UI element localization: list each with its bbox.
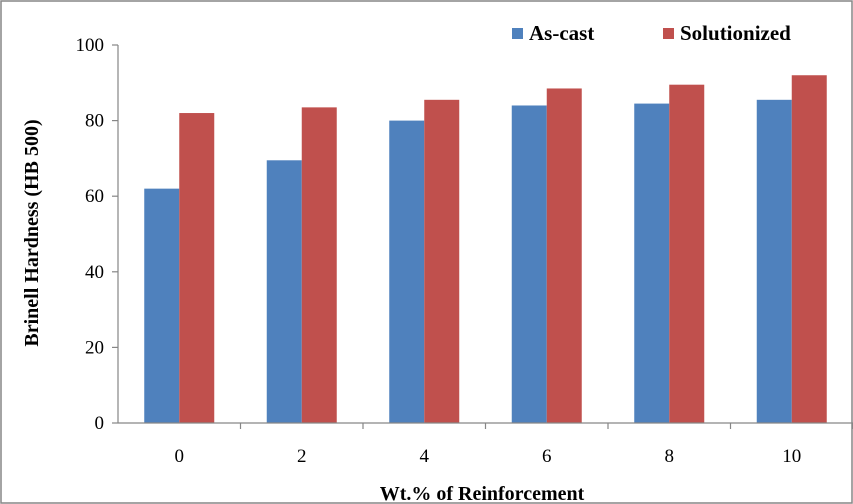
bar-as-cast-10 [756, 99, 792, 423]
bar-solutionized-2 [301, 107, 337, 424]
bar-solutionized-4 [424, 99, 460, 423]
x-tick-label: 8 [665, 446, 675, 467]
bar-as-cast-2 [266, 160, 302, 424]
x-axis-title: Wt.% of Reinforcement [380, 483, 585, 504]
legend-label: Solutionized [680, 21, 791, 45]
bar-solutionized-10 [791, 75, 827, 424]
y-tick-label: 0 [95, 413, 105, 434]
y-tick-label: 40 [85, 262, 104, 283]
legend-swatch-as-cast [512, 28, 523, 39]
y-tick-label: 20 [85, 337, 104, 358]
y-tick-label: 80 [85, 111, 104, 132]
x-tick-label: 4 [420, 446, 430, 467]
x-tick-label: 6 [542, 446, 552, 467]
legend-label: As-cast [529, 21, 594, 45]
bar-as-cast-8 [634, 103, 670, 423]
legend: As-cast Solutionized [512, 21, 791, 45]
y-tick-label: 60 [85, 186, 104, 207]
x-tick-label: 0 [175, 446, 185, 467]
x-tick-label: 10 [782, 446, 801, 467]
x-tick-label: 2 [297, 446, 307, 467]
axes: 0 20 40 60 80 100 0 2 4 6 8 10 [76, 35, 853, 467]
bar-solutionized-8 [669, 84, 705, 423]
bar-solutionized-0 [179, 113, 215, 423]
y-axis-title: Brinell Hardness (HB 500) [21, 119, 43, 346]
bar-as-cast-6 [511, 105, 547, 423]
legend-swatch-solutionized [663, 28, 674, 39]
plot-area [144, 75, 827, 424]
bar-as-cast-4 [389, 120, 425, 423]
y-tick-label: 100 [76, 35, 105, 56]
bar-solutionized-6 [546, 88, 582, 423]
bar-as-cast-0 [144, 188, 180, 423]
